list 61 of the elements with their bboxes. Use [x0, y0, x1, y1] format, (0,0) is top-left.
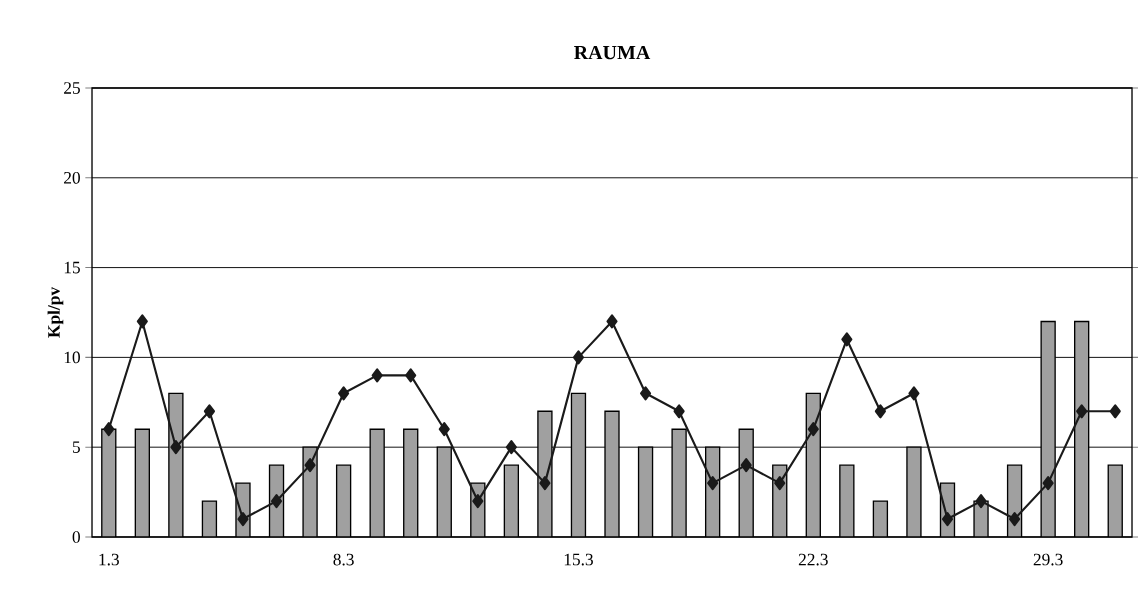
point — [841, 332, 853, 347]
x-tick-label: 15.3 — [564, 553, 593, 566]
point — [539, 476, 551, 491]
point — [975, 493, 987, 509]
bar — [704, 446, 721, 537]
bar — [335, 464, 352, 537]
bar — [1074, 320, 1090, 537]
point — [438, 422, 450, 437]
bar — [738, 428, 754, 537]
bar — [637, 446, 654, 537]
bar — [1107, 464, 1123, 537]
point — [874, 404, 886, 419]
point — [639, 386, 652, 401]
y-tick-label: 0 — [72, 531, 80, 543]
point — [572, 350, 585, 365]
point — [237, 511, 249, 527]
point — [1042, 476, 1054, 491]
point — [371, 368, 383, 383]
y-tick-label: 15 — [64, 261, 80, 274]
x-tick-label: 22.3 — [798, 553, 828, 566]
bar — [1040, 320, 1056, 537]
y-axis-title: Kpl/pv — [47, 286, 64, 338]
point — [505, 440, 517, 455]
point — [472, 493, 484, 509]
x-tick-label: 29.3 — [1033, 553, 1063, 566]
x-tick-label: 1.3 — [99, 553, 119, 566]
point — [338, 386, 350, 401]
point — [103, 422, 115, 437]
point — [270, 493, 283, 509]
point — [136, 314, 148, 329]
point — [908, 386, 920, 401]
point — [405, 368, 417, 383]
point — [203, 404, 215, 419]
point — [1076, 404, 1088, 419]
y-tick-label: 5 — [72, 441, 80, 453]
bar — [436, 446, 452, 537]
bar — [168, 392, 184, 537]
point — [707, 476, 719, 491]
bar — [134, 428, 150, 537]
point — [1109, 404, 1121, 419]
bar — [537, 410, 553, 537]
bar — [570, 392, 587, 537]
point — [170, 440, 182, 455]
x-tick-label: 8.3 — [333, 553, 354, 566]
y-tick-label: 10 — [64, 351, 80, 364]
point — [606, 314, 618, 329]
bar — [369, 428, 385, 537]
point — [673, 404, 685, 419]
point — [1009, 511, 1021, 527]
bar — [805, 392, 821, 537]
chart-title: RAUMA — [574, 45, 651, 60]
point — [807, 422, 819, 437]
bar — [302, 446, 318, 537]
y-tick-label: 20 — [64, 171, 80, 184]
point — [740, 458, 752, 473]
point — [304, 458, 316, 473]
bar — [503, 464, 520, 537]
bar — [403, 428, 419, 537]
y-tick-label: 25 — [64, 82, 80, 94]
point — [941, 511, 954, 527]
point — [774, 476, 786, 491]
